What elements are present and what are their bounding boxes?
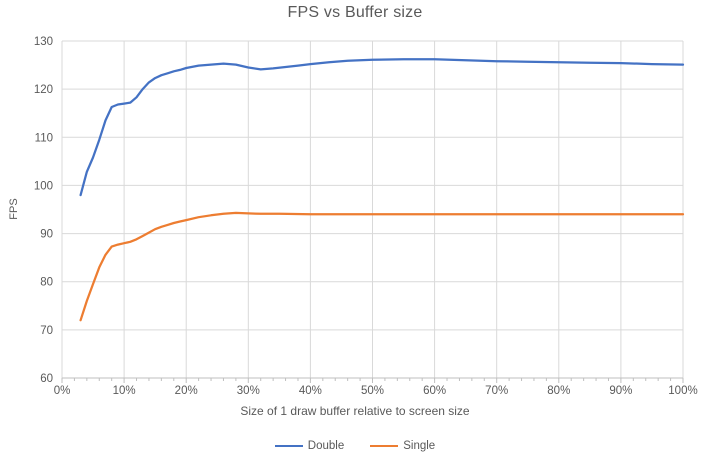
legend: Double Single <box>0 440 710 452</box>
y-tick-label: 80 <box>40 277 53 289</box>
y-tick-label: 90 <box>40 229 53 241</box>
series-line-single <box>79 211 685 322</box>
x-tick-label: 70% <box>485 385 508 397</box>
legend-item-double: Double <box>274 440 345 452</box>
y-axis-title: FPS <box>8 198 20 220</box>
x-tick-label: 90% <box>609 385 632 397</box>
series-line-double <box>79 58 685 197</box>
x-tick-label: 80% <box>547 385 570 397</box>
x-tick-label: 20% <box>175 385 198 397</box>
y-tick-label: 60 <box>40 373 53 385</box>
x-tick-label: 50% <box>361 385 384 397</box>
legend-item-single: Single <box>370 440 435 452</box>
y-tick-label: 130 <box>34 36 53 48</box>
x-tick-label: 30% <box>237 385 260 397</box>
legend-swatch-single <box>370 445 399 447</box>
x-tick-label: 0% <box>54 385 71 397</box>
x-tick-label: 40% <box>299 385 322 397</box>
y-tick-label: 110 <box>35 132 53 144</box>
chart-title: FPS vs Buffer size <box>287 4 423 21</box>
x-tick-label: 60% <box>423 385 446 397</box>
y-tick-label: 100 <box>34 180 53 192</box>
x-tick-label: 10% <box>113 385 136 397</box>
y-tick-label: 70 <box>40 325 53 337</box>
x-axis-title: Size of 1 draw buffer relative to screen… <box>240 404 470 418</box>
legend-label-double: Double <box>307 440 345 452</box>
y-tick-label: 120 <box>34 84 53 96</box>
x-tick-label: 100% <box>668 385 697 397</box>
legend-label-single: Single <box>403 440 436 452</box>
legend-swatch-double <box>274 445 303 447</box>
